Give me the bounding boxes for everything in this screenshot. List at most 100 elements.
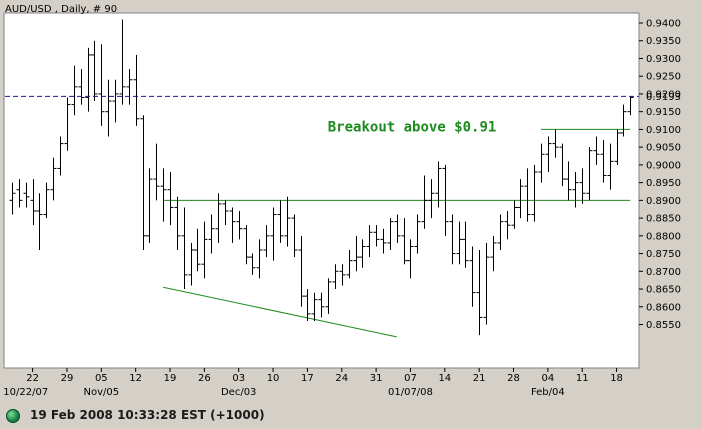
ohlc-bar <box>456 221 463 265</box>
y-tick-label: 0.9000 <box>646 160 681 171</box>
ohlc-bar <box>332 264 339 290</box>
ohlc-bar <box>373 225 380 247</box>
status-timestamp: 19 Feb 2008 10:33:28 EST (+1000) <box>30 408 265 422</box>
ohlc-bar <box>133 54 140 126</box>
x-month-label: Nov/05 <box>83 387 119 398</box>
ohlc-bar <box>511 200 518 229</box>
y-tick-label: 0.8900 <box>646 196 681 207</box>
ohlc-bar <box>380 228 387 254</box>
x-tick-label: 12 <box>129 373 142 384</box>
ohlc-bar <box>462 221 469 268</box>
x-tick-label: 22 <box>26 373 39 384</box>
y-tick-label: 0.8550 <box>646 320 681 331</box>
ohlc-bar <box>504 210 511 240</box>
ohlc-bar <box>236 210 243 240</box>
ohlc-bar <box>194 228 201 272</box>
ohlc-bar <box>497 214 504 251</box>
ohlc-bar <box>112 79 119 123</box>
x-tick-label: 17 <box>301 373 314 384</box>
ohlc-bar <box>339 264 346 286</box>
ohlc-bar <box>600 140 607 183</box>
x-tick-label: 31 <box>370 373 383 384</box>
ohlc-bar <box>215 193 222 243</box>
y-tick-label: 0.8600 <box>646 302 681 313</box>
ohlc-bar <box>545 136 552 172</box>
ohlc-bar <box>552 129 559 158</box>
ohlc-bar <box>311 292 318 321</box>
x-tick-label: 28 <box>507 373 520 384</box>
ohlc-bar <box>284 196 291 247</box>
ohlc-bar <box>263 225 270 258</box>
ohlc-bar <box>346 250 353 279</box>
x-tick-label: 14 <box>438 373 451 384</box>
y-tick-label: 0.9200 <box>646 89 681 100</box>
ohlc-bar <box>30 179 37 226</box>
ohlc-bar <box>119 19 126 105</box>
ohlc-bar <box>366 225 373 258</box>
ohlc-bar <box>78 69 85 105</box>
ohlc-bar <box>277 200 284 243</box>
ohlc-bar <box>126 69 133 105</box>
ohlc-bar <box>181 207 188 290</box>
ohlc-bar <box>620 104 627 137</box>
ohlc-bar <box>304 289 311 321</box>
price-bars <box>9 19 634 336</box>
breakout-annotation: Breakout above $0.91 <box>328 119 497 135</box>
ohlc-bar <box>607 143 614 190</box>
ohlc-bar <box>490 235 497 272</box>
ohlc-bar <box>353 235 360 272</box>
x-month-label: Dec/03 <box>221 387 256 398</box>
ohlc-bar <box>586 147 593 201</box>
ohlc-bar <box>298 235 305 307</box>
ohlc-bar <box>614 129 621 165</box>
ohlc-bar <box>167 171 174 226</box>
x-tick-label: 19 <box>164 373 177 384</box>
x-month-label: 01/07/08 <box>388 387 433 398</box>
x-tick-label: 29 <box>61 373 74 384</box>
ohlc-bar <box>64 97 71 151</box>
ohlc-bar <box>270 207 277 261</box>
y-tick-label: 0.8750 <box>646 249 681 260</box>
ohlc-bar <box>57 136 64 176</box>
ohlc-bar <box>318 292 325 318</box>
status-bar: 19 Feb 2008 10:33:28 EST (+1000) <box>0 403 702 429</box>
ohlc-bar <box>256 239 263 279</box>
x-axis: 22 29 05 12 19 26 03 10 17 24 31 07 14 21 28 04 11 18 10/2… <box>3 368 623 398</box>
x-month-label: 10/22/07 <box>3 387 48 398</box>
ohlc-bar <box>43 182 50 219</box>
y-tick-label: 0.9100 <box>646 125 681 136</box>
ohlc-bar <box>476 250 483 336</box>
ohlc-bar <box>16 179 23 208</box>
ohlc-bar <box>407 239 414 279</box>
trendline-support-trendline <box>163 286 397 338</box>
ohlc-bar <box>50 157 57 201</box>
ohlc-bar <box>483 242 490 325</box>
x-tick-label: 18 <box>610 373 623 384</box>
ohlc-bar <box>91 40 98 102</box>
ohlc-bar <box>524 168 531 222</box>
ohlc-bar <box>627 96 634 116</box>
x-tick-label: 26 <box>198 373 211 384</box>
ohlc-bar <box>394 214 401 243</box>
x-tick-label: 04 <box>541 373 554 384</box>
x-tick-label: 11 <box>576 373 589 384</box>
ohlc-bar <box>146 168 153 243</box>
ohlc-bar <box>559 143 566 187</box>
ohlc-bar <box>188 242 195 286</box>
y-tick-label: 0.8800 <box>646 231 681 242</box>
ohlc-bar <box>208 214 215 254</box>
y-tick-label: 0.9400 <box>646 19 681 30</box>
ohlc-bar <box>105 79 112 137</box>
x-month-label: Feb/04 <box>531 387 565 398</box>
chart-title: AUD/USD , Daily, # 90 <box>5 4 117 15</box>
ohlc-bar <box>414 214 421 254</box>
ohlc-chart: AUD/USD , Daily, # 90 0.9400 0.9350 0.9300… <box>3 4 681 398</box>
ohlc-bar <box>243 225 250 265</box>
ohlc-bar <box>428 179 435 219</box>
ohlc-bar <box>538 143 545 183</box>
y-tick-label: 0.9300 <box>646 54 681 65</box>
ohlc-bar <box>572 171 579 208</box>
ohlc-bar <box>359 239 366 268</box>
y-tick-label: 0.8700 <box>646 267 681 278</box>
